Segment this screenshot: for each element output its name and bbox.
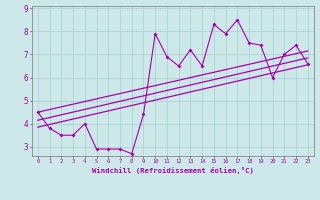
X-axis label: Windchill (Refroidissement éolien,°C): Windchill (Refroidissement éolien,°C) — [92, 167, 254, 174]
